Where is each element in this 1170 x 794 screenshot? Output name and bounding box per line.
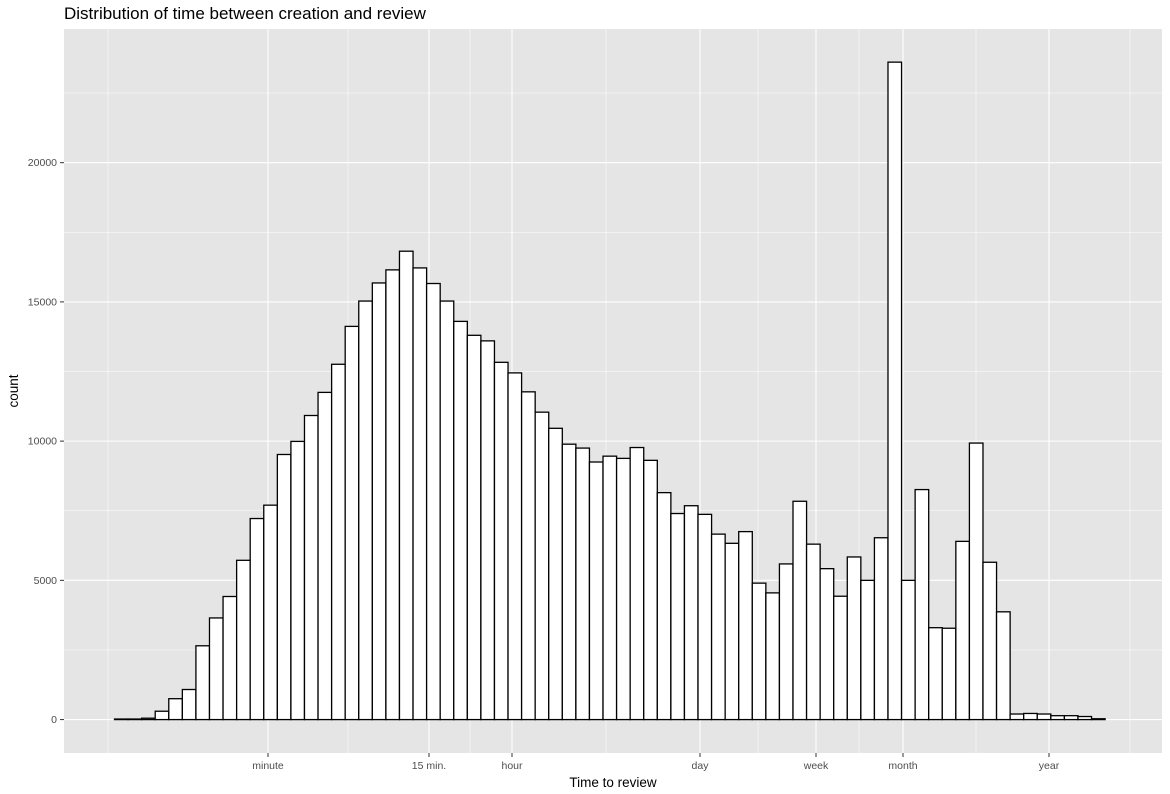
histogram-bar: [276, 453, 292, 721]
y-tick-label: 20000: [28, 157, 57, 169]
histogram-bar: [371, 282, 387, 721]
histogram-bar: [751, 582, 767, 721]
histogram-bar: [941, 627, 957, 721]
histogram-bar: [710, 533, 726, 721]
histogram-bar: [127, 718, 143, 721]
histogram-bar: [765, 592, 781, 721]
chart-title: Distribution of time between creation an…: [64, 4, 426, 23]
histogram-bar: [208, 617, 224, 721]
y-axis-title: count: [6, 374, 21, 407]
histogram-bar: [385, 269, 401, 721]
y-tick-label: 5000: [34, 575, 58, 587]
histogram-bar: [344, 325, 360, 721]
histogram-bar: [914, 488, 930, 721]
x-tick-label: year: [1039, 760, 1060, 772]
histogram-bar: [588, 461, 604, 721]
y-tick-label: 10000: [28, 436, 57, 448]
histogram-bar: [805, 543, 821, 721]
histogram-bar: [819, 568, 835, 721]
histogram-bar: [928, 627, 943, 721]
histogram-bar: [168, 698, 183, 721]
histogram-bar: [398, 250, 414, 721]
x-tick-label: week: [803, 760, 829, 772]
histogram-bar: [195, 645, 211, 721]
histogram-bar: [792, 500, 808, 721]
histogram-bar: [290, 440, 306, 721]
histogram-bar: [493, 361, 509, 721]
x-tick-label: day: [692, 760, 710, 772]
x-tick-label: month: [888, 760, 917, 772]
histogram-bar: [643, 459, 658, 721]
histogram-bar: [548, 427, 563, 721]
histogram-bar: [263, 504, 278, 721]
histogram-bar: [955, 540, 971, 721]
y-tick-label: 0: [51, 714, 57, 726]
histogram-bar: [656, 491, 672, 721]
histogram-bar: [697, 513, 713, 721]
x-tick-label: 15 min.: [412, 760, 446, 772]
histogram-bar: [670, 512, 686, 721]
histogram-bar: [575, 447, 591, 721]
histogram-bar: [507, 372, 523, 721]
histogram-bar: [330, 363, 346, 721]
histogram-bar: [222, 595, 238, 721]
histogram-bar: [235, 559, 251, 721]
histogram-bar: [846, 556, 862, 721]
x-tick-label: hour: [501, 760, 523, 772]
histogram-bar: [181, 688, 197, 721]
histogram-bar: [303, 414, 319, 721]
histogram-bar: [873, 537, 889, 721]
histogram-bar: [534, 411, 550, 721]
histogram-bar: [466, 334, 482, 721]
histogram-bar: [154, 710, 170, 721]
histogram-bar: [1077, 715, 1093, 721]
histogram-bar: [480, 340, 496, 721]
histogram-bar: [453, 320, 468, 721]
histogram-bar: [1036, 713, 1052, 721]
histogram-bar: [778, 563, 794, 721]
histogram-bar: [968, 442, 984, 721]
histogram-bar: [738, 530, 753, 721]
histogram-bar: [1050, 715, 1066, 721]
y-axis: 0 5000 10000 15000 20000: [28, 157, 64, 726]
histogram-bar: [439, 300, 455, 721]
histogram-bar: [249, 517, 265, 721]
histogram-bar: [1090, 718, 1106, 721]
histogram-bar: [358, 300, 373, 721]
histogram-bar: [683, 505, 699, 721]
x-axis: minute 15 min. hour day week month year: [252, 753, 1060, 772]
histogram-bar: [860, 579, 876, 721]
histogram-bar: [425, 282, 441, 721]
histogram-bar: [561, 443, 577, 721]
histogram-bar: [412, 267, 428, 721]
histogram-bar: [982, 561, 998, 721]
histogram-bar: [1063, 715, 1079, 721]
histogram-bar: [724, 542, 740, 721]
histogram-bar: [1023, 712, 1038, 721]
histogram-bar: [1009, 713, 1025, 721]
histogram-bar: [629, 446, 645, 721]
y-tick-label: 15000: [28, 296, 57, 308]
histogram-bar: [833, 595, 848, 721]
histogram-bar: [520, 391, 536, 721]
histogram-bar: [900, 579, 916, 721]
histogram-bar: [602, 455, 618, 721]
histogram-bar: [995, 611, 1011, 721]
histogram-bar: [615, 457, 631, 721]
x-tick-label: minute: [252, 760, 284, 772]
histogram-bar: [113, 718, 129, 721]
histogram-bars: [113, 61, 1106, 721]
histogram-bar: [317, 391, 333, 721]
histogram-bar: [140, 717, 156, 721]
x-axis-title: Time to review: [569, 775, 657, 790]
histogram-bar: [887, 61, 903, 721]
